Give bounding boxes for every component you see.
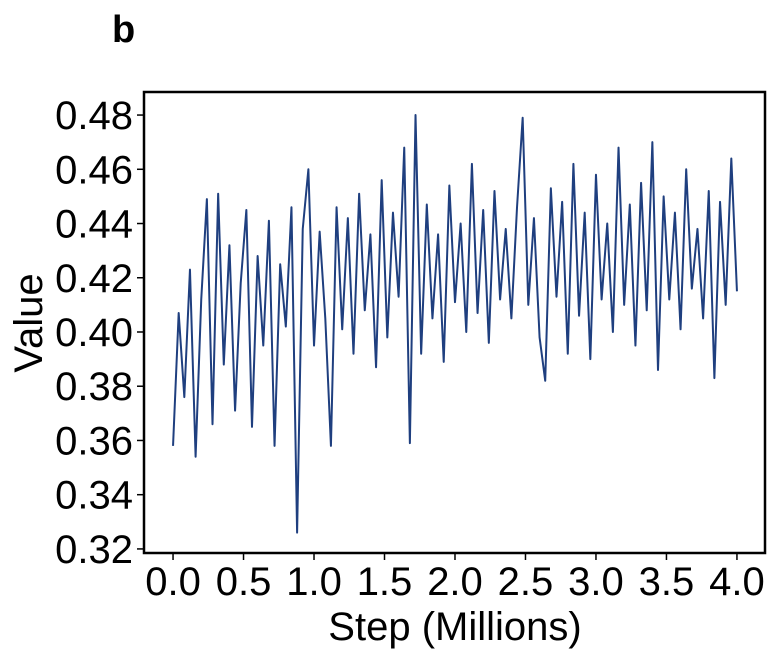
x-tick-label: 0.5: [216, 560, 272, 604]
y-tick-label: 0.34: [55, 474, 133, 518]
x-tick-label: 1.0: [286, 560, 342, 604]
x-tick-label: 2.5: [498, 560, 554, 604]
x-axis-label: Step (Millions): [328, 605, 581, 649]
x-tick-label: 3.5: [639, 560, 695, 604]
x-tick-label: 3.0: [568, 560, 624, 604]
y-tick-label: 0.48: [55, 94, 133, 138]
y-tick-label: 0.46: [55, 148, 133, 192]
y-tick-label: 0.42: [55, 257, 133, 301]
y-tick-label: 0.40: [55, 311, 133, 355]
x-tick-label: 4.0: [709, 560, 765, 604]
y-tick-label: 0.32: [55, 528, 133, 572]
y-axis-label: Value: [7, 273, 51, 372]
y-tick-label: 0.38: [55, 365, 133, 409]
data-line: [172, 114, 738, 534]
panel-label: b: [112, 9, 135, 51]
y-tick-label: 0.44: [55, 203, 133, 247]
x-tick-label: 0.0: [145, 560, 201, 604]
y-tick-label: 0.36: [55, 419, 133, 463]
x-tick-label: 1.5: [357, 560, 413, 604]
plot-frame: [142, 90, 767, 555]
x-tick-label: 2.0: [427, 560, 483, 604]
